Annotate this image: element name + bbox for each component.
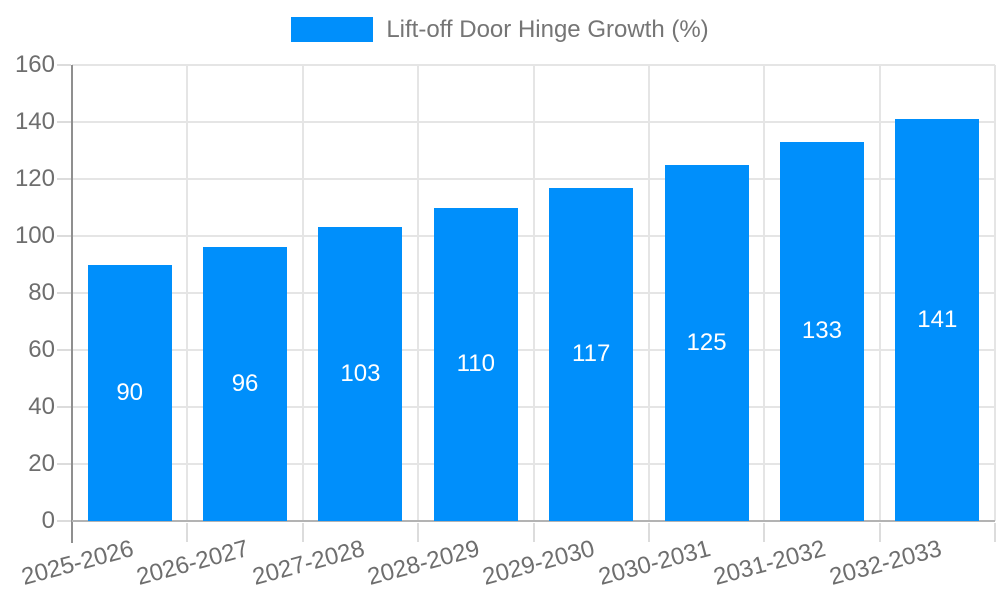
bar-2030-2031[interactable]: 125 [664, 164, 749, 521]
bar-2028-2029[interactable]: 110 [433, 207, 518, 521]
y-axis-tick-mark [57, 520, 71, 522]
x-axis-tick-mark [186, 523, 189, 542]
bar-2025-2026[interactable]: 90 [87, 264, 172, 521]
y-axis-tick-mark [57, 292, 71, 294]
bar-value-label: 96 [231, 370, 259, 398]
legend[interactable]: Lift-off Door Hinge Growth (%) [0, 16, 1000, 43]
bar-value-label: 117 [572, 340, 611, 368]
legend-label: Lift-off Door Hinge Growth (%) [386, 16, 709, 43]
y-axis-tick-label: 60 [28, 336, 55, 363]
bar-value-label: 125 [686, 328, 727, 356]
y-axis-tick-label: 120 [14, 165, 55, 192]
bar-2026-2027[interactable]: 96 [203, 247, 288, 521]
y-axis-tick-label: 140 [14, 108, 55, 135]
y-axis-tick-label: 100 [14, 222, 55, 249]
bar-2029-2030[interactable]: 117 [549, 187, 634, 521]
v-gridline [186, 65, 189, 521]
x-axis-tick-mark [763, 523, 766, 542]
bar-2027-2028[interactable]: 103 [318, 227, 403, 521]
x-axis-tick-mark [301, 523, 304, 542]
y-axis-tick-label: 0 [41, 507, 55, 534]
x-axis-label: 2030-2031 [595, 535, 714, 591]
x-axis-label: 2026-2027 [133, 535, 252, 591]
x-axis-tick-mark [417, 523, 420, 542]
y-axis-tick-mark [57, 235, 71, 237]
y-axis-tick-label: 40 [28, 393, 55, 420]
bar-2032-2033[interactable]: 141 [895, 119, 980, 521]
legend-swatch [291, 17, 374, 42]
x-axis-label: 2032-2033 [826, 535, 945, 591]
bar-value-label: 90 [116, 378, 144, 406]
x-axis-tick-mark [878, 523, 881, 542]
v-gridline [647, 65, 650, 521]
v-gridline [994, 65, 996, 521]
v-gridline [301, 65, 304, 521]
v-gridline [763, 65, 766, 521]
x-axis-label: 2029-2030 [480, 535, 598, 591]
y-axis-tick-mark [57, 121, 71, 123]
v-gridline [532, 65, 535, 521]
y-axis-tick-label: 160 [14, 51, 55, 78]
bar-value-label: 141 [917, 306, 958, 334]
x-axis-label: 2027-2028 [249, 535, 368, 591]
x-axis-tick-mark [532, 523, 535, 542]
v-gridline [417, 65, 420, 521]
x-axis-label: 2025-2026 [18, 535, 137, 591]
x-axis-label: 2028-2029 [364, 535, 483, 591]
y-axis-tick-mark [57, 178, 71, 180]
y-axis-tick-label: 80 [28, 279, 55, 306]
bar-value-label: 103 [340, 360, 381, 388]
y-axis-tick-mark [57, 349, 71, 351]
x-axis-line [72, 520, 995, 522]
v-gridline [878, 65, 881, 521]
y-axis-tick-label: 20 [28, 450, 55, 477]
x-axis-tick-mark [647, 523, 650, 542]
bar-value-label: 110 [456, 350, 495, 378]
x-axis-label: 2031-2032 [710, 535, 829, 591]
y-axis-tick-mark [57, 406, 71, 408]
bar-2031-2032[interactable]: 133 [779, 141, 864, 521]
y-axis-tick-mark [57, 64, 71, 66]
x-axis-tick-mark [994, 523, 996, 542]
y-axis-tick-mark [57, 463, 71, 465]
bar-value-label: 133 [801, 317, 842, 345]
y-axis-line [71, 65, 73, 543]
